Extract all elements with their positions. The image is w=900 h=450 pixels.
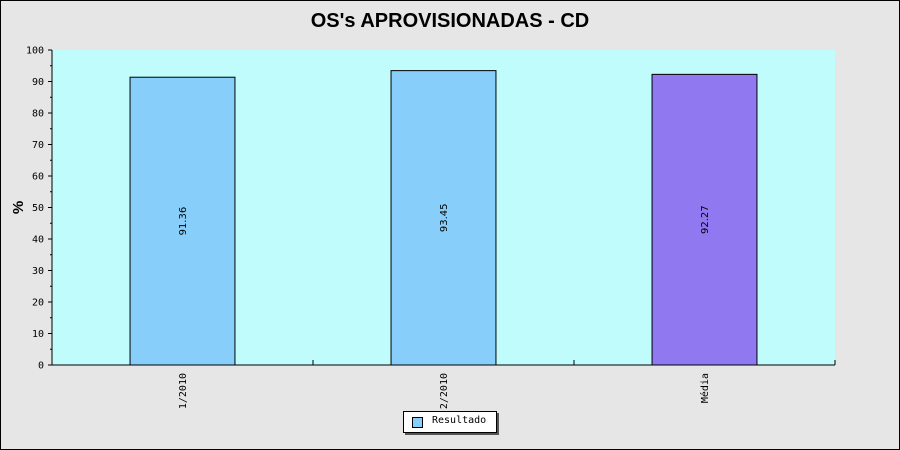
y-axis-label: % — [10, 201, 27, 214]
legend: Resultado — [403, 411, 497, 433]
legend-swatch-resultado — [412, 417, 423, 428]
bar-value-label: 92.27 — [700, 205, 711, 234]
y-tick-label: 100 — [26, 46, 44, 57]
y-tick-label: 50 — [32, 203, 44, 214]
bar-value-label: 91.36 — [178, 207, 189, 236]
y-tick-label: 30 — [32, 266, 44, 277]
bar-value-label: 93.45 — [439, 203, 450, 232]
chart-title: OS's APROVISIONADAS - CD — [310, 10, 590, 32]
legend-label-resultado: Resultado — [432, 415, 487, 426]
y-tick-label: 70 — [32, 140, 44, 151]
bar — [129, 76, 236, 366]
y-tick-label: 80 — [32, 109, 44, 120]
y-tick-label: 90 — [32, 77, 44, 88]
bar — [390, 70, 497, 366]
x-tick-label: Média — [699, 373, 711, 403]
y-tick-label: 0 — [38, 361, 44, 372]
x-tick-label: 2/2010 — [439, 373, 450, 409]
y-tick-label: 20 — [32, 298, 44, 309]
y-tick-label: 10 — [32, 329, 44, 340]
y-tick-label: 60 — [32, 172, 44, 183]
y-tick-label: 40 — [32, 235, 44, 246]
bar — [651, 73, 758, 366]
x-tick-label: 1/2010 — [178, 373, 189, 409]
